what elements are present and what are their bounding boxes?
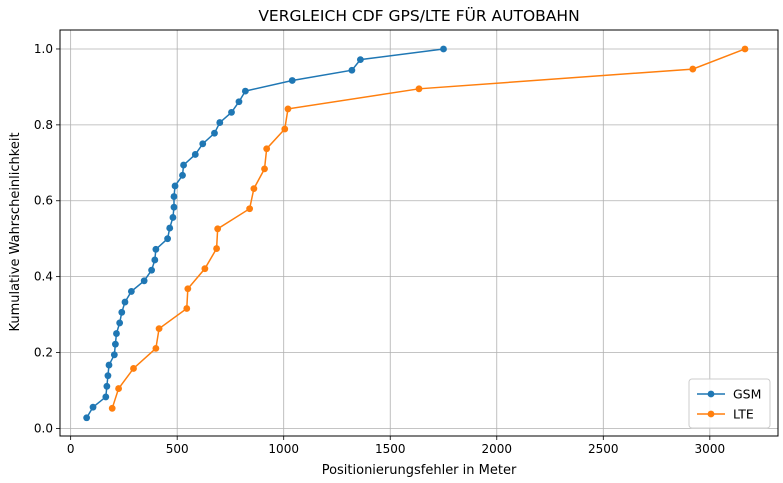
data-point-lte <box>281 125 289 133</box>
data-point-gsm <box>164 235 171 243</box>
y-axis-label: Kumulative Wahrscheinlichkeit <box>8 132 23 331</box>
data-point-gsm <box>152 245 160 253</box>
x-tick-label: 2500 <box>588 442 619 456</box>
data-point-gsm <box>105 361 113 369</box>
data-point-lte <box>261 165 268 173</box>
y-tick-label: 0.6 <box>34 194 53 208</box>
series-gsm <box>83 45 447 422</box>
data-point-gsm <box>166 224 174 232</box>
data-point-gsm <box>151 256 159 264</box>
axis-ticks: 0 500 1000 1500 2000 2500 3000 0.0 0.2 0.4 0.6 0.8 1… <box>34 42 725 456</box>
data-point-lte <box>263 145 271 153</box>
plot-frame <box>59 29 779 437</box>
legend-label-gsm: GSM <box>733 387 761 402</box>
data-point-gsm <box>241 87 249 95</box>
data-point-lte <box>152 344 160 352</box>
legend-entry-lte: LTE <box>697 407 754 422</box>
y-tick-label: 0.2 <box>34 346 53 360</box>
data-point-gsm <box>103 382 111 390</box>
chart-title: VERGLEICH CDF GPS/LTE FÜR AUTOBAHN <box>258 6 579 25</box>
data-point-gsm <box>199 140 207 148</box>
data-point-gsm <box>116 319 124 327</box>
series-layer <box>83 45 749 422</box>
data-point-lte <box>250 185 258 193</box>
series-lte <box>108 45 749 412</box>
data-point-lte <box>741 45 749 53</box>
data-point-gsm <box>127 288 135 295</box>
data-point-gsm <box>140 277 148 285</box>
x-tick-label: 0 <box>67 442 75 456</box>
data-point-gsm <box>169 214 177 221</box>
data-point-lte <box>214 225 222 233</box>
data-point-lte <box>108 404 116 412</box>
data-point-gsm <box>170 203 178 211</box>
data-point-lte <box>184 285 192 293</box>
x-tick-label: 3000 <box>695 442 726 456</box>
y-tick-label: 0.8 <box>34 118 53 132</box>
data-point-gsm <box>216 119 224 126</box>
data-point-gsm <box>211 129 218 137</box>
data-point-gsm <box>110 351 118 359</box>
data-point-lte <box>115 385 122 392</box>
x-tick-label: 500 <box>166 442 189 456</box>
data-point-gsm <box>357 56 364 63</box>
x-tick-label: 1500 <box>375 442 406 456</box>
legend-marker-gsm <box>707 390 715 398</box>
data-point-gsm <box>83 414 91 422</box>
grid <box>60 30 778 436</box>
data-point-lte <box>183 305 191 312</box>
data-point-gsm <box>148 266 156 274</box>
y-tick-label: 1.0 <box>34 42 53 56</box>
legend: GSM LTE <box>688 378 771 429</box>
data-point-gsm <box>440 45 447 53</box>
data-point-gsm <box>170 193 178 200</box>
x-axis-label: Positionierungsfehler in Meter <box>322 463 517 478</box>
data-point-lte <box>415 85 423 93</box>
legend-entry-gsm: GSM <box>697 387 761 402</box>
data-point-gsm <box>179 171 186 179</box>
data-point-gsm <box>235 98 243 106</box>
data-point-gsm <box>171 182 179 190</box>
data-point-gsm <box>288 77 296 84</box>
x-tick-label: 1000 <box>268 442 299 456</box>
x-tick-label: 2000 <box>481 442 512 456</box>
data-point-gsm <box>121 298 129 306</box>
data-point-lte <box>213 245 220 252</box>
data-point-gsm <box>111 340 119 348</box>
data-point-gsm <box>228 108 235 116</box>
data-point-gsm <box>113 330 120 337</box>
data-point-gsm <box>180 161 187 169</box>
data-point-lte <box>284 105 292 113</box>
data-point-gsm <box>89 403 97 411</box>
data-point-lte <box>689 65 697 73</box>
data-point-lte <box>246 205 254 213</box>
data-point-lte <box>155 325 163 333</box>
y-tick-label: 0.0 <box>34 421 53 435</box>
legend-marker-lte <box>707 410 715 418</box>
data-point-gsm <box>104 372 112 380</box>
legend-label-lte: LTE <box>733 407 754 422</box>
data-point-lte <box>130 365 137 372</box>
data-point-gsm <box>102 393 110 401</box>
data-point-lte <box>201 265 209 273</box>
data-point-gsm <box>118 308 126 316</box>
data-point-gsm <box>348 66 356 74</box>
data-point-gsm <box>191 151 199 158</box>
y-tick-label: 0.4 <box>34 270 53 284</box>
